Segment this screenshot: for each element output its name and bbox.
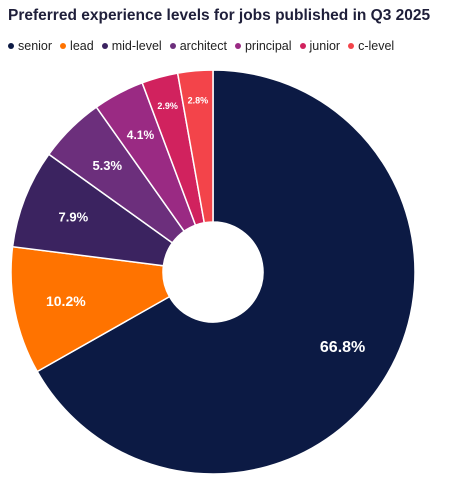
legend-item-senior: senior <box>8 39 52 53</box>
slice-label-senior: 66.8% <box>320 339 365 356</box>
slice-label-c-level: 2.8% <box>188 96 209 106</box>
legend-item-c-level: c-level <box>348 39 394 53</box>
chart-legend: senior lead mid-level architect principal jun… <box>8 39 394 53</box>
legend-label-c-level: c-level <box>358 39 395 53</box>
legend-item-mid-level: mid-level <box>101 39 162 53</box>
legend-dot-lead <box>60 43 67 49</box>
legend-dot-c-level <box>348 43 355 49</box>
slice-label-principal: 4.1% <box>127 128 155 142</box>
chart-title: Preferred experience levels for jobs pub… <box>8 7 431 24</box>
legend-dot-principal <box>234 43 241 49</box>
slice-label-lead: 10.2% <box>46 293 86 309</box>
legend-item-architect: architect <box>169 39 227 53</box>
slice-lead <box>10 245 171 373</box>
slice-label-architect: 5.3% <box>92 158 122 173</box>
legend-item-lead: lead <box>60 39 94 53</box>
legend-label-architect: architect <box>179 39 227 53</box>
slice-senior <box>36 69 416 475</box>
legend-label-senior: senior <box>18 39 53 53</box>
slice-label-junior: 2.9% <box>157 101 178 111</box>
legend-dot-junior <box>299 43 306 49</box>
legend-label-junior: junior <box>309 39 341 53</box>
legend-label-lead: lead <box>70 39 94 53</box>
legend-item-junior: junior <box>299 39 341 53</box>
legend-item-principal: principal <box>234 39 292 53</box>
legend-dot-mid-level <box>101 43 108 49</box>
legend-dot-senior <box>8 43 14 49</box>
slice-label-mid-level: 7.9% <box>59 210 89 225</box>
legend-label-principal: principal <box>244 39 292 53</box>
slice-c-level <box>176 69 214 224</box>
legend-label-mid-level: mid-level <box>111 39 162 53</box>
legend-dot-architect <box>169 43 176 49</box>
